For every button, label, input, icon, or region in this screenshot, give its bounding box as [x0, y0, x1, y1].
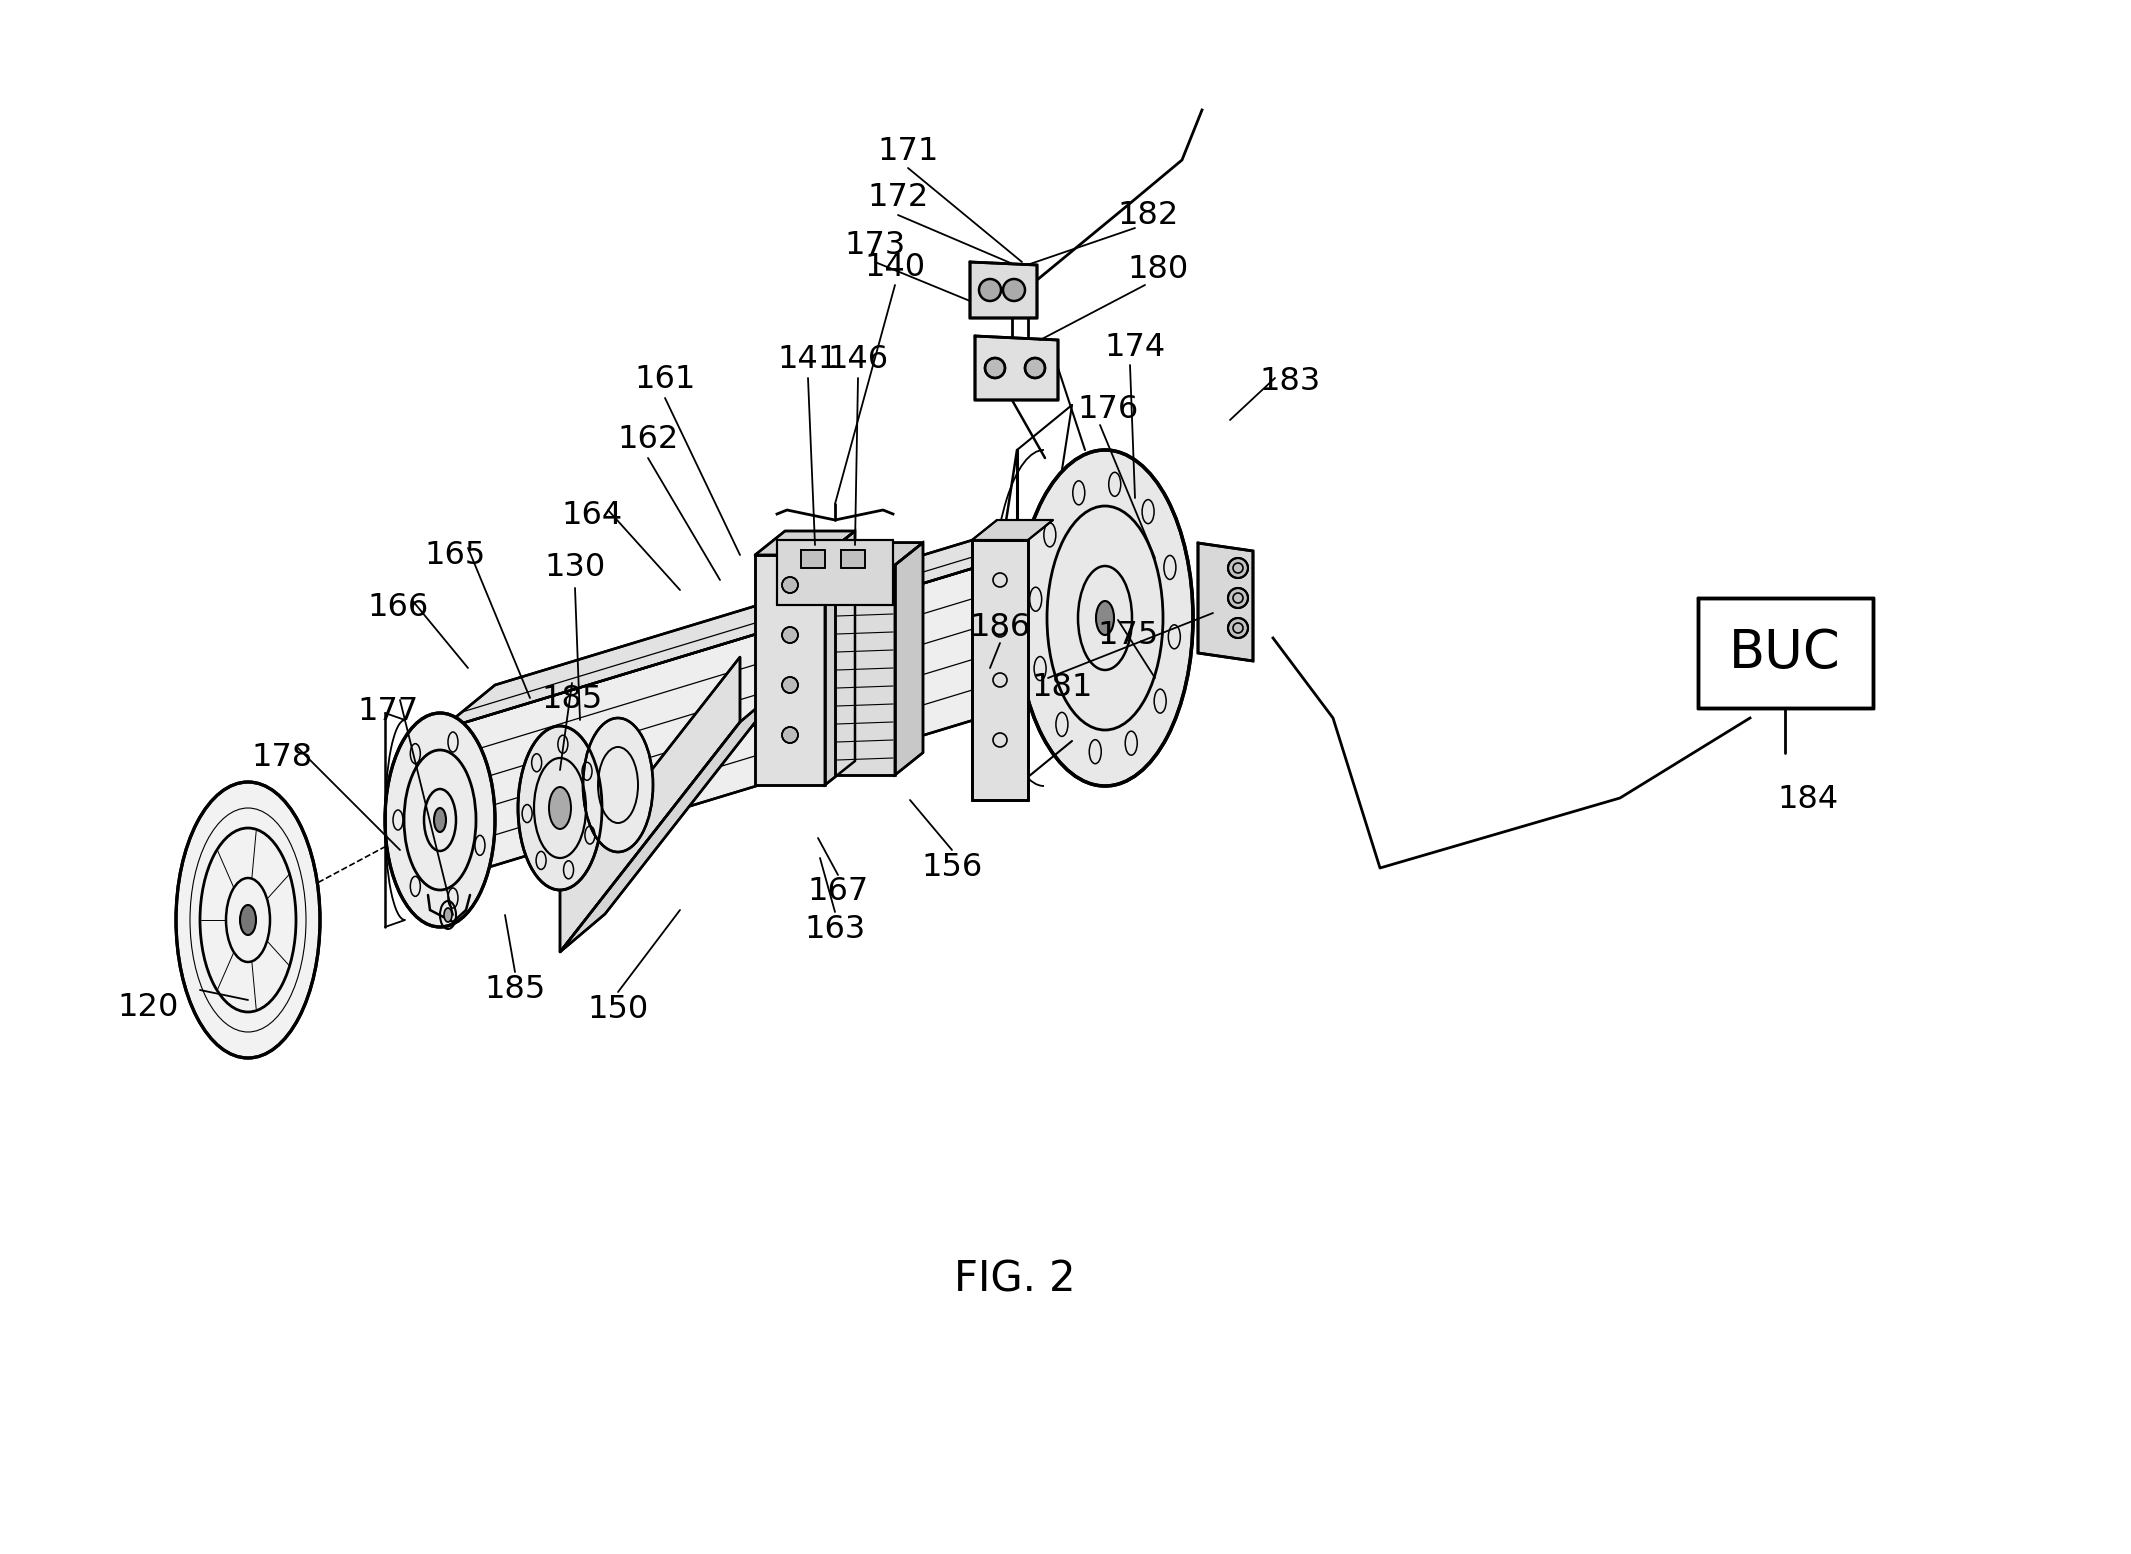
Ellipse shape: [443, 908, 452, 922]
Ellipse shape: [1227, 558, 1249, 578]
Ellipse shape: [978, 280, 1002, 301]
Polygon shape: [560, 657, 739, 953]
Ellipse shape: [782, 577, 797, 594]
Ellipse shape: [782, 678, 797, 693]
Polygon shape: [972, 539, 1027, 800]
Text: 146: 146: [827, 345, 889, 376]
Polygon shape: [1698, 598, 1873, 709]
Ellipse shape: [782, 626, 797, 643]
Text: 176: 176: [1078, 395, 1138, 426]
Ellipse shape: [241, 904, 256, 936]
Polygon shape: [835, 566, 895, 775]
Polygon shape: [976, 336, 1057, 399]
Polygon shape: [801, 550, 825, 569]
Text: 120: 120: [117, 993, 179, 1024]
Text: 182: 182: [1117, 199, 1178, 230]
Ellipse shape: [584, 718, 652, 852]
Text: 150: 150: [588, 995, 648, 1026]
Text: 141: 141: [778, 345, 840, 376]
Ellipse shape: [1227, 618, 1249, 639]
Text: 130: 130: [543, 553, 605, 583]
Polygon shape: [835, 542, 923, 566]
Text: 164: 164: [560, 499, 622, 530]
Text: 167: 167: [808, 876, 869, 908]
Polygon shape: [754, 555, 825, 785]
Text: 173: 173: [844, 230, 906, 261]
Text: 180: 180: [1127, 255, 1189, 286]
Polygon shape: [560, 684, 784, 953]
Ellipse shape: [1227, 587, 1249, 608]
Text: 165: 165: [424, 539, 486, 570]
Polygon shape: [842, 550, 865, 569]
Text: 166: 166: [367, 592, 428, 623]
Text: 186: 186: [970, 612, 1031, 643]
Text: 172: 172: [867, 182, 929, 213]
Text: 161: 161: [635, 365, 695, 396]
Ellipse shape: [177, 782, 320, 1058]
Polygon shape: [999, 514, 1055, 712]
Polygon shape: [970, 263, 1038, 319]
Text: FIG. 2: FIG. 2: [955, 1259, 1076, 1301]
Polygon shape: [972, 521, 1053, 539]
Ellipse shape: [386, 713, 494, 928]
Ellipse shape: [435, 808, 445, 831]
Ellipse shape: [1004, 280, 1025, 301]
Ellipse shape: [1095, 601, 1115, 636]
Text: 185: 185: [484, 974, 546, 1005]
Polygon shape: [439, 559, 999, 883]
Ellipse shape: [985, 357, 1006, 378]
Text: 140: 140: [865, 252, 925, 283]
Text: 162: 162: [618, 424, 678, 455]
Text: BUC: BUC: [1728, 626, 1841, 679]
Polygon shape: [825, 531, 855, 785]
Text: 174: 174: [1104, 333, 1166, 364]
Ellipse shape: [782, 727, 797, 743]
Text: 181: 181: [1031, 673, 1093, 704]
Text: 171: 171: [878, 137, 938, 168]
Ellipse shape: [518, 726, 601, 890]
Ellipse shape: [1025, 357, 1044, 378]
Text: 183: 183: [1259, 367, 1321, 398]
Polygon shape: [778, 539, 893, 605]
Polygon shape: [754, 531, 855, 555]
Ellipse shape: [550, 786, 571, 828]
Ellipse shape: [1016, 451, 1193, 786]
Text: 185: 185: [541, 684, 603, 715]
Polygon shape: [895, 542, 923, 775]
Text: 177: 177: [358, 696, 418, 727]
Text: 163: 163: [803, 914, 865, 945]
Text: 184: 184: [1777, 785, 1839, 816]
Text: 178: 178: [251, 743, 313, 774]
Text: 175: 175: [1097, 620, 1159, 651]
Polygon shape: [1198, 542, 1253, 660]
Polygon shape: [439, 514, 1055, 730]
Text: 156: 156: [921, 853, 982, 884]
